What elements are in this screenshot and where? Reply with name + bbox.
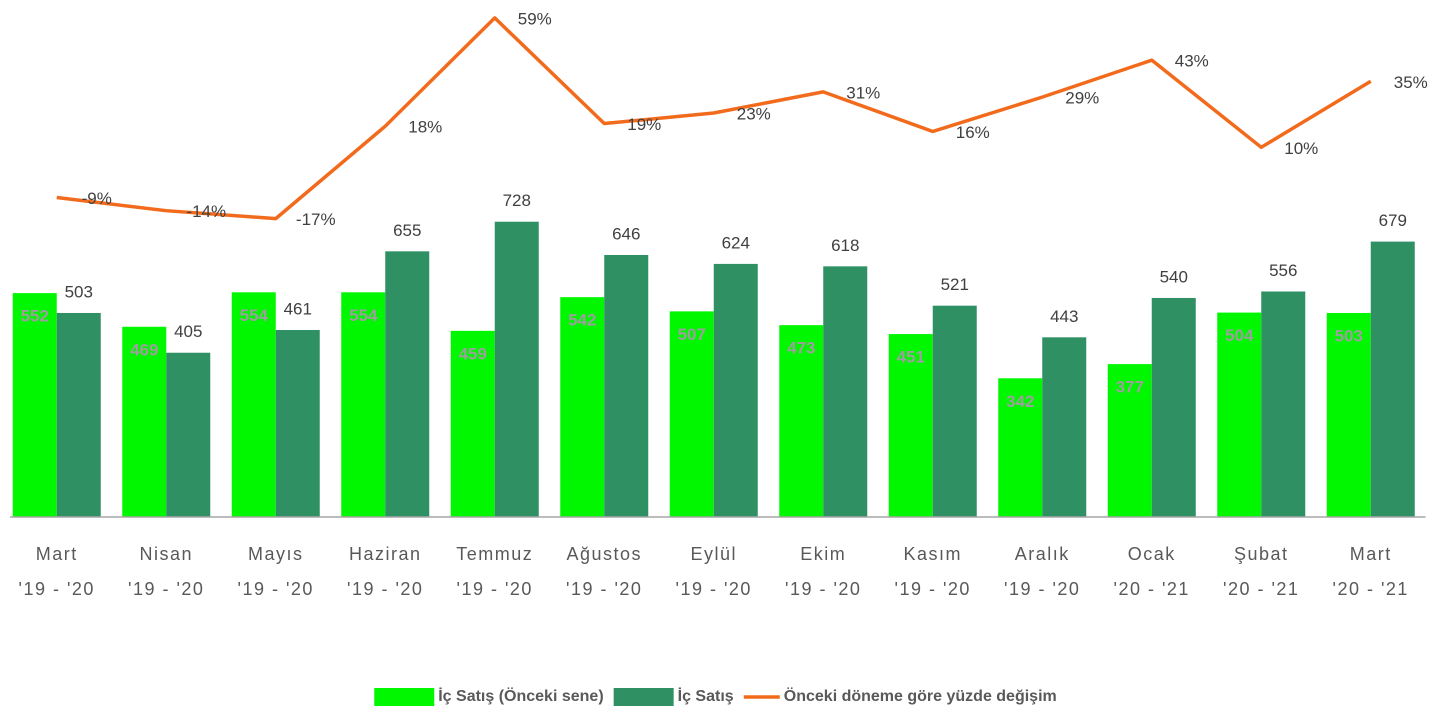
x-tick-label: '20 - '21 [1333, 579, 1409, 599]
data-label: 646 [612, 224, 640, 243]
bar [450, 330, 495, 517]
data-label: 469 [130, 340, 158, 359]
x-tick-label: '19 - '20 [19, 579, 95, 599]
bar [12, 293, 57, 517]
x-tick-label: Ekim [800, 544, 846, 564]
bar [888, 334, 933, 517]
x-tick-label: '19 - '20 [1004, 579, 1080, 599]
x-tick-label: Şubat [1234, 544, 1289, 564]
x-tick-label: Ağustos [566, 544, 642, 564]
line-label: 31% [846, 83, 880, 102]
x-tick-label: Nisan [139, 544, 193, 564]
data-label: 624 [722, 233, 750, 252]
line [56, 16, 1372, 221]
bar [1261, 291, 1306, 517]
x-tick-label: Mart [1350, 544, 1392, 564]
bar [166, 352, 211, 517]
data-label: 377 [1116, 378, 1144, 397]
bar [604, 254, 649, 517]
data-label: 554 [349, 306, 378, 325]
data-label: 473 [787, 339, 815, 358]
bar [56, 312, 101, 517]
line-label: 43% [1175, 52, 1209, 71]
legend-swatch [613, 688, 674, 706]
x-tick-label: '19 - '20 [676, 579, 752, 599]
line-label: 10% [1284, 139, 1318, 158]
line-label: -17% [296, 210, 336, 229]
x-tick-label: Kasım [903, 544, 962, 564]
line-label: -14% [186, 202, 226, 221]
bar [1151, 297, 1196, 517]
data-label: 504 [1225, 326, 1254, 345]
data-label: 554 [240, 306, 269, 325]
x-tick-label: Mart [36, 544, 78, 564]
bar [1370, 241, 1415, 517]
legend-label: İç Satış (Önceki sene) [438, 686, 603, 705]
x-tick-label: Ocak [1128, 544, 1176, 564]
bar [385, 251, 430, 517]
x-tick-label: Eylül [690, 544, 737, 564]
x-tick-label: Haziran [349, 544, 422, 564]
data-label: 552 [21, 307, 49, 326]
bar [341, 292, 386, 517]
x-tick-label: Aralık [1015, 544, 1070, 564]
bar [1217, 312, 1262, 517]
x-tick-label: Temmuz [456, 544, 533, 564]
data-label: 679 [1379, 211, 1407, 230]
bar [275, 330, 320, 517]
x-tick-label: '19 - '20 [895, 579, 971, 599]
data-label: 461 [284, 300, 312, 319]
data-label: 443 [1050, 307, 1078, 326]
line-label: 23% [737, 104, 771, 123]
x-tick-label: '19 - '20 [238, 579, 314, 599]
x-tick-label: '19 - '20 [457, 579, 533, 599]
legend-swatch [374, 688, 435, 706]
data-label: 542 [568, 311, 596, 330]
data-label: 655 [393, 221, 421, 240]
data-label: 728 [503, 191, 531, 210]
data-label: 503 [1335, 326, 1363, 345]
legend-label: Önceki döneme göre yüzde değişim [784, 686, 1057, 705]
line-label: 16% [956, 123, 990, 142]
bar [560, 297, 605, 517]
data-label: 405 [174, 322, 202, 341]
bar [713, 263, 758, 517]
x-tick-label: '19 - '20 [566, 579, 642, 599]
line-label: 19% [627, 115, 661, 134]
bar [1107, 364, 1152, 517]
bar [1042, 337, 1087, 517]
line-label: 35% [1394, 73, 1428, 92]
legend-label: İç Satış [678, 687, 734, 705]
bar [231, 292, 276, 517]
data-label: 342 [1006, 392, 1034, 411]
x-tick-label: '20 - '21 [1223, 579, 1299, 599]
data-label: 507 [678, 325, 706, 344]
bar [669, 311, 714, 517]
line-label: 59% [518, 9, 552, 28]
data-label: 503 [65, 282, 93, 301]
line-label: -9% [82, 189, 112, 208]
line-label: 18% [408, 118, 442, 137]
data-label: 540 [1160, 267, 1188, 286]
data-label: 451 [897, 348, 925, 367]
data-label: 556 [1269, 261, 1297, 280]
x-tick-label: '19 - '20 [785, 579, 861, 599]
x-tick-label: '19 - '20 [128, 579, 204, 599]
data-label: 521 [941, 275, 969, 294]
x-tick-label: '20 - '21 [1114, 579, 1190, 599]
data-label: 459 [459, 344, 487, 363]
bar [932, 305, 977, 517]
bar [122, 326, 167, 517]
bar [779, 325, 824, 517]
x-tick-label: Mayıs [248, 544, 304, 564]
data-label: 618 [831, 236, 859, 255]
bar [998, 378, 1043, 517]
bar [494, 221, 539, 517]
line-label: 29% [1065, 89, 1099, 108]
bar [823, 266, 868, 517]
bar [1326, 312, 1371, 517]
x-tick-label: '19 - '20 [347, 579, 423, 599]
